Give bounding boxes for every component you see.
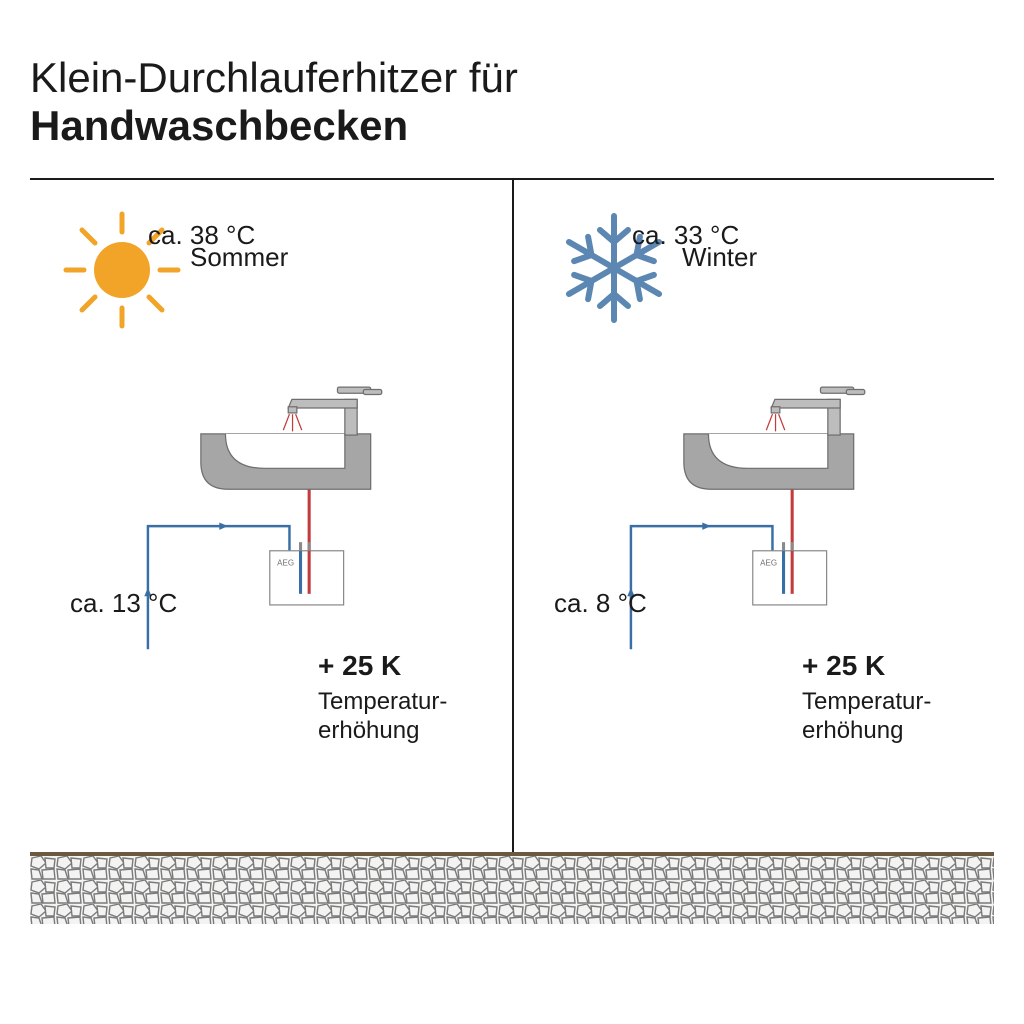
page: Klein-Durchlauferhitzer für Handwaschbec…: [0, 0, 1024, 1024]
basin-icon: [201, 434, 371, 489]
outlet-temp-winter: ca. 33 °C: [632, 220, 739, 251]
title-line-2: Handwaschbecken: [30, 102, 518, 150]
delta-label-summer: Temperatur- erhöhung: [318, 688, 447, 746]
panel-winter: Winter ca. 33 °C AEG: [512, 180, 994, 924]
fixture-diagram-winter: AEG: [544, 360, 964, 680]
panel-summer: Sommer ca. 38 °C AEG: [30, 180, 512, 924]
heater-brand-summer: AEG: [277, 559, 294, 568]
fixture-diagram-summer: AEG: [61, 360, 481, 680]
faucet-icon: [288, 387, 382, 435]
inlet-temp-summer: ca. 13 °C: [70, 588, 177, 619]
ground-pattern: [30, 852, 994, 924]
title-block: Klein-Durchlauferhitzer für Handwaschbec…: [30, 54, 518, 150]
title-line-1: Klein-Durchlauferhitzer für: [30, 54, 518, 102]
delta-label-winter: Temperatur- erhöhung: [802, 688, 931, 746]
panels: Sommer ca. 38 °C AEG: [30, 180, 994, 924]
water-spray-icon: [283, 414, 301, 431]
outlet-temp-summer: ca. 38 °C: [148, 220, 255, 251]
delta-k-summer: + 25 K: [318, 650, 401, 682]
inlet-temp-winter: ca. 8 °C: [554, 588, 647, 619]
delta-k-winter: + 25 K: [802, 650, 885, 682]
heater-brand-winter: AEG: [760, 559, 777, 568]
